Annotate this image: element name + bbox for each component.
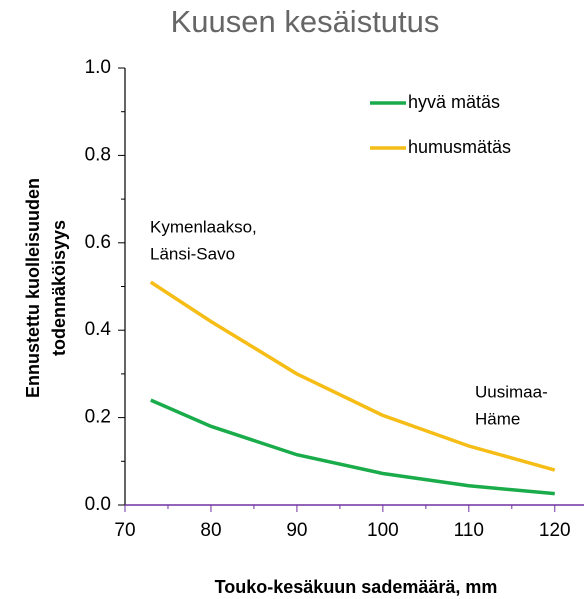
y-tick-label: 0.0 [85,494,111,515]
x-tick-label: 120 [539,520,571,541]
x-tick-label: 70 [114,520,135,541]
y-axis-label: todennäköisyys [49,220,69,356]
annotation: Kymenlaakso, [150,217,257,236]
legend-label: hyvä mätäs [408,92,500,112]
x-tick-label: 100 [367,520,399,541]
y-tick-label: 0.8 [85,144,111,165]
legend-label: humusmätäs [408,137,511,157]
chart-title: Kuusen kesäistutus [171,4,440,39]
y-tick-label: 0.6 [85,232,111,253]
annotation: Länsi-Savo [150,244,235,263]
x-axis-label: Touko-kesäkuun sademäärä, mm [215,577,498,597]
y-tick-label: 0.4 [85,319,112,340]
x-tick-label: 110 [454,520,484,541]
x-tick-label: 90 [286,520,307,541]
series-line [149,280,556,472]
y-tick-label: 1.0 [85,57,111,78]
x-tick-label: 80 [200,520,221,541]
annotation: Häme [475,409,520,428]
series-line [150,398,555,496]
annotation: Uusimaa- [475,382,548,401]
y-axis-label: Ennustettu kuolleisuuden [23,178,43,398]
y-tick-label: 0.2 [85,407,111,428]
